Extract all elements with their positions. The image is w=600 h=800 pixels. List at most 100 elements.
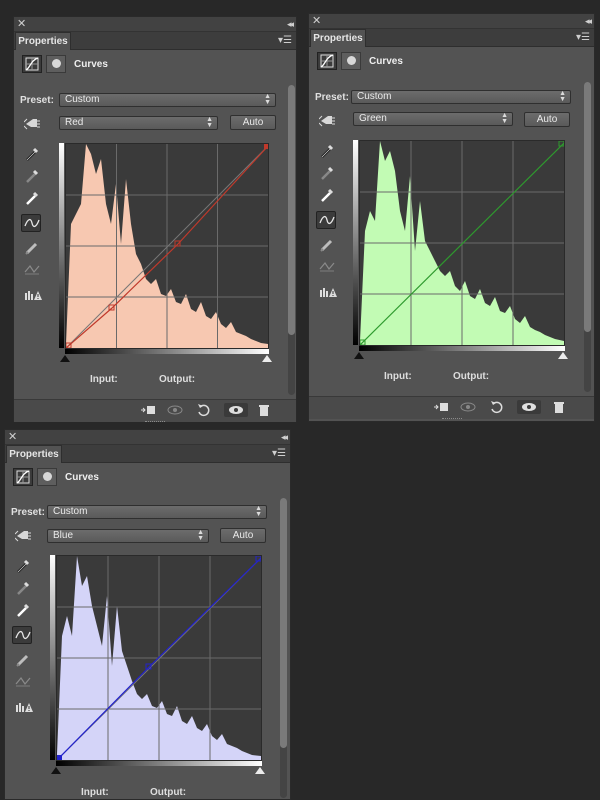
- black-point-slider[interactable]: [51, 767, 61, 774]
- curve-point[interactable]: [108, 304, 115, 311]
- curve-point[interactable]: [145, 663, 152, 670]
- curves-adjustment-icon[interactable]: [13, 468, 33, 486]
- white-point-eyedropper-icon[interactable]: [13, 601, 33, 619]
- edit-points-curve-icon[interactable]: [21, 214, 41, 232]
- auto-button[interactable]: Auto: [220, 528, 266, 543]
- edit-points-curve-icon[interactable]: [12, 626, 32, 644]
- scrollbar-thumb[interactable]: [288, 85, 295, 335]
- tab-properties[interactable]: Properties: [15, 32, 71, 50]
- adjustment-title: Curves: [369, 56, 403, 67]
- curves-graph-svg[interactable]: [66, 144, 268, 348]
- curve-line[interactable]: [66, 145, 268, 348]
- panel-title-bar[interactable]: ✕ ◂◂: [5, 430, 290, 445]
- pencil-draw-icon[interactable]: [13, 651, 33, 669]
- collapse-icon[interactable]: ◂◂: [286, 19, 294, 29]
- targeted-adjustment-hand-icon[interactable]: [13, 526, 33, 544]
- smooth-curve-icon[interactable]: [317, 258, 337, 276]
- mask-icon[interactable]: [341, 52, 361, 70]
- black-point-slider[interactable]: [60, 355, 70, 362]
- mask-icon[interactable]: [46, 55, 66, 73]
- resize-grip[interactable]: [441, 418, 462, 421]
- scrollbar[interactable]: [288, 85, 295, 395]
- curves-graph[interactable]: [56, 555, 262, 761]
- curve-line[interactable]: [57, 557, 261, 760]
- black-point-slider[interactable]: [354, 352, 364, 359]
- clipping-warning-icon[interactable]: [317, 284, 337, 302]
- clip-to-layer-icon[interactable]: [140, 403, 156, 417]
- close-icon[interactable]: ✕: [17, 18, 27, 30]
- baseline-diagonal: [66, 145, 268, 348]
- panel-title-bar[interactable]: ✕ ◂◂: [309, 14, 594, 29]
- scrollbar[interactable]: [280, 498, 287, 798]
- view-previous-state-icon[interactable]: [459, 400, 476, 414]
- pencil-draw-icon[interactable]: [22, 239, 42, 257]
- channel-select[interactable]: Green ▲ ▼: [353, 112, 513, 126]
- panel-menu-icon[interactable]: ▾☰: [278, 35, 292, 46]
- smooth-curve-icon[interactable]: [22, 261, 42, 279]
- channel-value: Blue: [53, 530, 74, 541]
- curves-graph[interactable]: [359, 140, 565, 346]
- smooth-curve-icon[interactable]: [13, 673, 33, 691]
- black-point-eyedropper-icon[interactable]: [317, 142, 337, 160]
- panel-title-bar[interactable]: ✕ ◂◂: [14, 17, 296, 32]
- clip-to-layer-icon[interactable]: [433, 400, 449, 414]
- reset-icon[interactable]: [489, 400, 505, 414]
- gray-point-eyedropper-icon[interactable]: [317, 164, 337, 182]
- scrollbar-thumb[interactable]: [280, 498, 287, 748]
- pencil-draw-icon[interactable]: [317, 236, 337, 254]
- curves-graph-svg[interactable]: [360, 141, 564, 345]
- edit-points-curve-icon[interactable]: [316, 211, 336, 229]
- delete-trash-icon[interactable]: [551, 400, 567, 414]
- panel-menu-icon[interactable]: ▾☰: [272, 448, 286, 459]
- clipping-warning-icon[interactable]: [22, 287, 42, 305]
- curves-graph-svg[interactable]: [57, 556, 261, 760]
- white-point-eyedropper-icon[interactable]: [22, 189, 42, 207]
- visibility-eye-icon[interactable]: [224, 403, 248, 417]
- reset-icon[interactable]: [196, 403, 212, 417]
- targeted-adjustment-hand-icon[interactable]: [317, 111, 337, 129]
- curve-point[interactable]: [174, 240, 181, 247]
- gray-point-eyedropper-icon[interactable]: [22, 167, 42, 185]
- tab-properties[interactable]: Properties: [6, 445, 62, 463]
- curves-adjustment-icon[interactable]: [22, 55, 42, 73]
- view-previous-state-icon[interactable]: [166, 403, 183, 417]
- white-point-eyedropper-icon[interactable]: [317, 186, 337, 204]
- collapse-icon[interactable]: ◂◂: [584, 16, 592, 26]
- curve-point[interactable]: [255, 556, 261, 562]
- scrollbar-thumb[interactable]: [584, 82, 591, 332]
- white-point-slider[interactable]: [558, 352, 568, 359]
- curve-line[interactable]: [360, 142, 564, 345]
- preset-select[interactable]: Custom ▲ ▼: [351, 90, 571, 104]
- preset-select[interactable]: Custom ▲ ▼: [59, 93, 276, 107]
- curve-point[interactable]: [66, 342, 72, 348]
- resize-grip[interactable]: [145, 421, 165, 424]
- black-point-eyedropper-icon[interactable]: [22, 145, 42, 163]
- mask-icon[interactable]: [37, 468, 57, 486]
- clipping-warning-icon[interactable]: [13, 699, 33, 717]
- channel-select[interactable]: Blue ▲ ▼: [47, 529, 209, 543]
- curves-adjustment-icon[interactable]: [317, 52, 337, 70]
- curve-point[interactable]: [360, 339, 366, 345]
- curve-point[interactable]: [264, 144, 268, 149]
- visibility-eye-icon[interactable]: [517, 400, 541, 414]
- channel-select[interactable]: Red ▲ ▼: [59, 116, 218, 130]
- tab-properties[interactable]: Properties: [310, 29, 366, 47]
- black-point-eyedropper-icon[interactable]: [13, 557, 33, 575]
- delete-trash-icon[interactable]: [256, 403, 272, 417]
- preset-select[interactable]: Custom ▲ ▼: [47, 505, 267, 519]
- white-point-slider[interactable]: [255, 767, 265, 774]
- close-icon[interactable]: ✕: [8, 431, 18, 443]
- curves-graph[interactable]: [65, 143, 269, 349]
- auto-button[interactable]: Auto: [230, 115, 276, 130]
- tab-bar: Properties ▾☰: [14, 32, 296, 50]
- curve-point[interactable]: [558, 141, 564, 147]
- auto-button[interactable]: Auto: [524, 112, 570, 127]
- collapse-icon[interactable]: ◂◂: [280, 432, 288, 442]
- gray-point-eyedropper-icon[interactable]: [13, 579, 33, 597]
- white-point-slider[interactable]: [262, 355, 272, 362]
- scrollbar[interactable]: [584, 82, 591, 392]
- targeted-adjustment-hand-icon[interactable]: [22, 114, 42, 132]
- curve-point[interactable]: [57, 755, 62, 760]
- close-icon[interactable]: ✕: [312, 15, 322, 27]
- panel-menu-icon[interactable]: ▾☰: [576, 32, 590, 43]
